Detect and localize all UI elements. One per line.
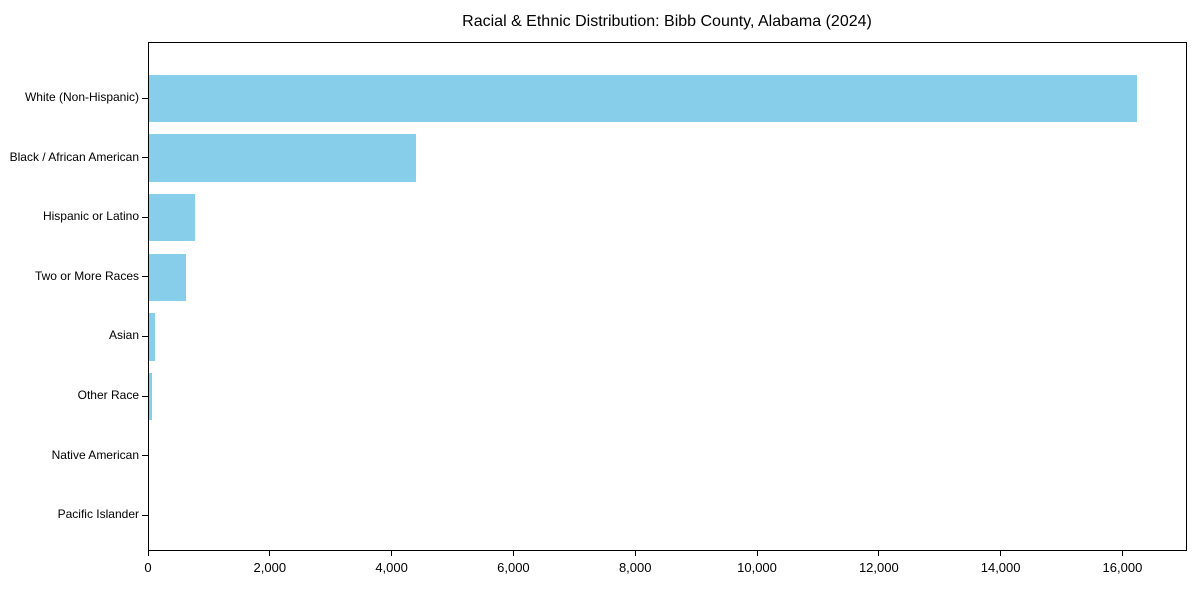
x-tick-label: 12,000 <box>858 560 899 575</box>
y-tick-mark <box>142 514 148 516</box>
x-tick-label: 4,000 <box>375 560 408 575</box>
chart-title: Racial & Ethnic Distribution: Bibb Count… <box>462 13 872 30</box>
y-tick-label: Native American <box>51 447 139 462</box>
y-tick-mark <box>142 97 148 99</box>
x-tick-label: 0 <box>144 560 152 575</box>
x-tick-label: 6,000 <box>497 560 530 575</box>
x-tick-label: 8,000 <box>618 560 652 575</box>
y-tick-label: Asian <box>108 328 139 343</box>
x-tick-mark <box>512 551 514 556</box>
bar-two-or-more-races <box>149 253 187 302</box>
y-tick-mark <box>142 216 148 218</box>
x-tick-label: 2,000 <box>253 560 287 575</box>
x-tick-label: 14,000 <box>980 560 1021 575</box>
bar-asian <box>149 313 156 361</box>
y-tick-label: Hispanic or Latino <box>42 209 139 224</box>
bar-hispanic-or-latino <box>149 193 195 242</box>
y-tick-mark <box>142 276 148 278</box>
bar-other-race <box>149 372 153 421</box>
y-tick-label: Pacific Islander <box>57 507 139 522</box>
x-tick-label: 10,000 <box>737 560 777 575</box>
y-tick-label: Black / African American <box>9 149 139 164</box>
bar-white-non-hispanic <box>149 74 1138 123</box>
y-tick-mark <box>142 335 148 337</box>
x-tick-mark <box>1121 551 1123 556</box>
x-tick-mark <box>1000 551 1002 556</box>
plot-area <box>148 42 1187 551</box>
y-tick-label: Other Race <box>77 388 139 402</box>
x-tick-mark <box>756 551 758 556</box>
x-tick-mark <box>391 551 393 556</box>
y-tick-mark <box>142 157 148 159</box>
y-tick-mark <box>142 455 148 457</box>
bar-black-african-american <box>149 134 417 182</box>
y-tick-label: White (Non-Hispanic) <box>24 90 139 104</box>
x-tick-mark <box>147 551 149 556</box>
x-tick-mark <box>269 551 271 556</box>
x-tick-mark <box>634 551 636 556</box>
x-tick-label: 16,000 <box>1102 560 1143 575</box>
y-tick-label: Two or More Races <box>34 268 139 283</box>
x-tick-mark <box>878 551 880 556</box>
y-tick-mark <box>142 395 148 397</box>
